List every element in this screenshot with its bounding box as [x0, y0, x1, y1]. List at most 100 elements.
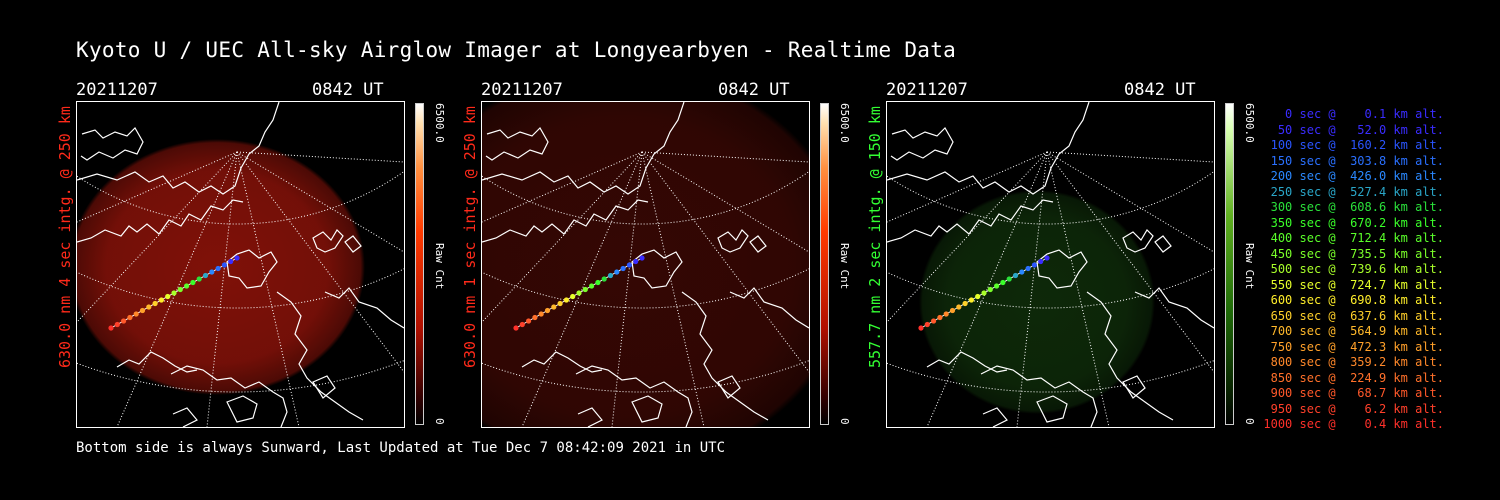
trajectory-point [931, 318, 937, 324]
panel-1-date: 20211207 [76, 80, 158, 100]
longitude-line [236, 151, 404, 373]
trajectory-point [1025, 265, 1031, 272]
trajectory-point [975, 293, 981, 300]
panel-3-ylabel: 557.7 nm 2 sec intg. @ 150 km [866, 106, 884, 368]
airglow-sky-disc [482, 102, 809, 427]
longitude-line [887, 151, 1048, 223]
coastline [116, 351, 198, 373]
legend-row: 950 sec @ 6.2 km alt. [1263, 401, 1444, 416]
legend-row: 400 sec @ 712.4 km alt. [1263, 231, 1444, 245]
trajectory-point [614, 269, 620, 275]
legend-row: 900 sec @ 68.7 km alt. [1263, 386, 1444, 400]
longitude-line [1046, 151, 1214, 163]
trajectory-point [146, 304, 152, 310]
coastline [485, 127, 549, 161]
coastline [226, 395, 258, 423]
coastline [80, 127, 144, 161]
legend-row: 750 sec @ 472.3 km alt. [1263, 339, 1444, 354]
trajectory-point [962, 300, 968, 307]
longitude-line [1016, 151, 1048, 427]
coastline [729, 287, 809, 329]
panel-2-cbar-max: 6500.0 [838, 103, 851, 143]
panel-3-map [886, 101, 1215, 428]
trajectory-point [1006, 276, 1012, 282]
trajectory-point [544, 307, 551, 314]
trajectory-point [152, 300, 158, 307]
longitude-line [521, 151, 643, 427]
coastline [982, 407, 1008, 427]
legend-row: 500 sec @ 739.6 km alt. [1263, 262, 1444, 276]
trajectory-point [633, 258, 639, 265]
panel-3-date: 20211207 [886, 80, 968, 100]
legend-row: 200 sec @ 426.0 km alt. [1263, 169, 1444, 183]
legend-row: 100 sec @ 160.2 km alt. [1263, 138, 1444, 152]
panel-3-colorbar [1225, 103, 1234, 425]
trajectory-point [987, 286, 993, 293]
coastline [1154, 235, 1172, 253]
longitude-line [1046, 151, 1214, 373]
legend-row: 300 sec @ 608.6 km alt. [1263, 200, 1444, 214]
trajectory-legend: 0 sec @ 0.1 km alt. 50 sec @ 52.0 km alt… [1262, 107, 1444, 433]
trajectory-point [937, 314, 943, 321]
coastline [344, 235, 362, 253]
panel-2-cbar-min: 0 [838, 418, 851, 425]
trajectory-point [171, 290, 177, 296]
coastline [1086, 291, 1174, 421]
trajectory-point [1019, 269, 1025, 275]
panel-1-cbar-label: Raw Cnt [433, 243, 446, 290]
panel-2-colorbar [820, 103, 829, 425]
trajectory-point [532, 314, 538, 321]
coastline [312, 375, 336, 399]
trajectory-point [949, 307, 956, 314]
coastline [482, 199, 649, 243]
legend-row: 250 sec @ 527.4 km alt. [1263, 184, 1444, 199]
panel-3-cbar-label: Raw Cnt [1243, 243, 1256, 290]
trajectory-point [626, 262, 632, 268]
panel-1-cbar-min: 0 [433, 418, 446, 425]
trajectory-point [607, 272, 614, 279]
trajectory-point [576, 290, 582, 296]
coastline [172, 407, 198, 427]
trajectory-point [121, 318, 127, 324]
longitude-line [1046, 151, 1214, 253]
panel-2-ylabel: 630.0 nm 1 sec intg. @ 250 km [461, 106, 479, 368]
trajectory-point [924, 321, 930, 328]
trajectory-point [526, 318, 532, 324]
coastline [482, 102, 685, 195]
coastline [276, 291, 364, 421]
legend-row: 1000 sec @ 0.4 km alt. [1263, 417, 1444, 431]
footer-note: Bottom side is always Sunward, Last Upda… [76, 440, 726, 456]
panel-2-time: 0842 UT [718, 80, 790, 100]
coastline [521, 351, 603, 373]
trajectory-point [221, 262, 227, 268]
longitude-line [236, 151, 300, 427]
coastline [1036, 249, 1088, 289]
legend-row: 850 sec @ 224.9 km alt. [1263, 370, 1444, 385]
panel-2-cbar-label: Raw Cnt [838, 243, 851, 290]
coastline [926, 351, 1008, 373]
longitude-line [1046, 151, 1110, 427]
panel-2-map [481, 101, 810, 428]
trajectory-point [513, 325, 519, 331]
longitude-line [611, 151, 643, 427]
trajectory-point [215, 265, 221, 272]
airglow-sky-disc [919, 190, 1155, 414]
coastline [631, 249, 683, 289]
trajectory-point [956, 304, 962, 310]
coastline [324, 287, 404, 329]
panel-2-date: 20211207 [481, 80, 563, 100]
longitude-line [926, 151, 1048, 427]
coastline [980, 365, 1098, 427]
coastline [1122, 375, 1146, 399]
panel-3-cbar-min: 0 [1243, 418, 1256, 425]
legend-row: 50 sec @ 52.0 km alt. [1263, 122, 1444, 137]
trajectory-point [228, 258, 234, 265]
trajectory-point [601, 276, 607, 282]
legend-row: 350 sec @ 670.2 km alt. [1263, 215, 1444, 230]
trajectory-point [127, 314, 133, 321]
legend-row: 800 sec @ 359.2 km alt. [1263, 355, 1444, 369]
trajectory-point [943, 311, 949, 317]
trajectory-point [595, 279, 601, 286]
coastline [312, 229, 344, 253]
coastline [77, 199, 244, 243]
